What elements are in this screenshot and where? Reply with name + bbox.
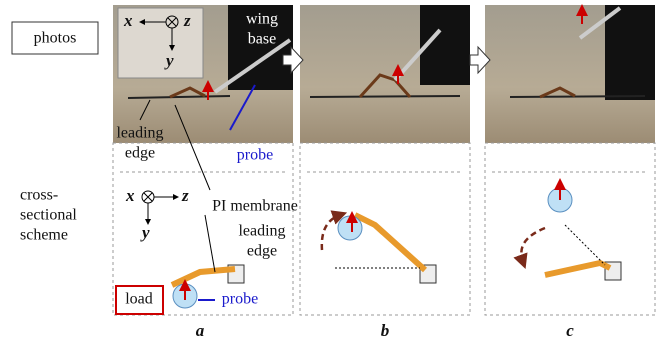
- reference-line: [565, 225, 605, 265]
- axis-label: z: [183, 11, 191, 30]
- figure: photos cross- sectional scheme x z y x z…: [0, 0, 658, 343]
- annotation: leading: [238, 223, 285, 240]
- z-axis-symbol: [144, 193, 152, 201]
- row-label: cross-: [20, 187, 58, 204]
- probe-circle: [338, 216, 362, 240]
- annotation: probe: [222, 291, 258, 308]
- row-label: sectional: [20, 207, 77, 224]
- membrane-scheme: [545, 263, 610, 275]
- annotation: edge: [125, 145, 155, 162]
- annotation: leading: [116, 125, 163, 142]
- axis-label: y: [140, 223, 150, 242]
- scheme-c: [485, 143, 655, 315]
- membrane-scheme: [355, 215, 425, 270]
- row-label: photos: [34, 30, 77, 47]
- page: {"row_labels": {"photos": "photos", "sch…: [0, 0, 658, 343]
- membrane-scheme: [172, 269, 235, 285]
- pointer: [205, 215, 215, 272]
- axis-label: x: [123, 11, 133, 30]
- panel-label: a: [196, 321, 205, 340]
- row-label: scheme: [20, 227, 68, 244]
- wing-base-dark: [605, 5, 655, 100]
- annotation: base: [248, 31, 276, 48]
- annotation: PI membrane: [212, 198, 298, 215]
- annotation: load: [125, 291, 153, 308]
- annotation: edge: [247, 243, 277, 260]
- motion-arrow: [322, 215, 340, 250]
- axis-label: x: [125, 186, 135, 205]
- motion-arrow: [521, 228, 545, 262]
- membrane-photo: [510, 96, 645, 97]
- annotation: wing: [246, 11, 278, 28]
- axis-label: y: [164, 51, 174, 70]
- panel-label: b: [381, 321, 390, 340]
- panel-label: c: [566, 321, 574, 340]
- annotation: probe: [237, 147, 273, 164]
- axis-label: z: [181, 186, 189, 205]
- membrane-photo: [310, 96, 460, 97]
